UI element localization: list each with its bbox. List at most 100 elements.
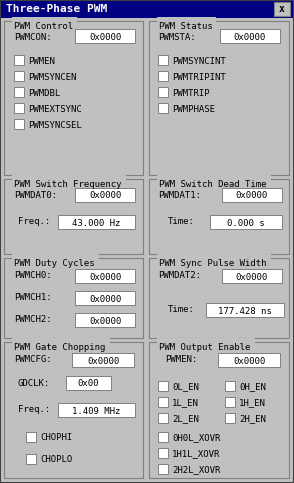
Text: 0x0000: 0x0000 <box>89 32 121 42</box>
Text: x: x <box>279 4 285 14</box>
Text: Time:: Time: <box>168 217 195 227</box>
Bar <box>158 103 168 113</box>
Bar <box>220 29 280 43</box>
Bar <box>222 188 282 202</box>
Bar <box>66 376 111 390</box>
Text: 0x0000: 0x0000 <box>89 295 121 303</box>
Text: PWMCH2:: PWMCH2: <box>14 315 52 325</box>
Bar <box>14 119 24 129</box>
Bar <box>158 55 168 65</box>
Text: 0x0000: 0x0000 <box>233 356 265 366</box>
Text: 177.428 ns: 177.428 ns <box>218 307 272 315</box>
Bar <box>158 464 168 474</box>
Bar <box>72 353 134 367</box>
Text: Time:: Time: <box>168 306 195 314</box>
Text: 1H1L_XOVR: 1H1L_XOVR <box>172 450 220 458</box>
Text: 0x00: 0x00 <box>77 380 99 388</box>
Bar <box>75 269 135 283</box>
Text: PWMDAT2:: PWMDAT2: <box>158 271 201 281</box>
Bar <box>149 179 289 254</box>
Text: 2L_EN: 2L_EN <box>172 414 199 424</box>
Bar <box>158 381 168 391</box>
Text: PWM Output Enable: PWM Output Enable <box>159 343 250 352</box>
Text: 1.409 MHz: 1.409 MHz <box>72 407 120 415</box>
Text: PWMDAT0:: PWMDAT0: <box>14 190 57 199</box>
Text: PWMSYNCSEL: PWMSYNCSEL <box>28 120 82 129</box>
Bar <box>218 353 280 367</box>
Text: 2H2L_XOVR: 2H2L_XOVR <box>172 466 220 474</box>
Text: 1H_EN: 1H_EN <box>239 398 266 408</box>
Text: 1L_EN: 1L_EN <box>172 398 199 408</box>
Text: PWM Status: PWM Status <box>159 22 213 31</box>
Bar <box>158 432 168 442</box>
Text: 0x0000: 0x0000 <box>236 272 268 282</box>
Bar <box>225 413 235 423</box>
Bar <box>12 254 98 263</box>
Text: PWMCH1:: PWMCH1: <box>14 294 52 302</box>
Bar <box>225 397 235 407</box>
Bar <box>4 179 143 254</box>
Text: PWMEN: PWMEN <box>28 57 55 66</box>
Bar <box>149 342 289 478</box>
Bar <box>26 454 36 464</box>
Text: PWMEXTSYNC: PWMEXTSYNC <box>28 104 82 114</box>
Bar <box>158 448 168 458</box>
Text: PWMCH0:: PWMCH0: <box>14 271 52 281</box>
Bar <box>12 17 76 26</box>
Bar <box>158 397 168 407</box>
Text: PWM Sync Pulse Width: PWM Sync Pulse Width <box>159 259 266 268</box>
Text: CHOPLO: CHOPLO <box>40 455 72 465</box>
Text: PWMSTA:: PWMSTA: <box>158 32 196 42</box>
Text: PWMPHASE: PWMPHASE <box>172 104 215 114</box>
Bar <box>58 215 135 229</box>
Bar <box>210 215 282 229</box>
Bar <box>4 258 143 338</box>
Text: 0x0000: 0x0000 <box>89 272 121 282</box>
Bar <box>222 269 282 283</box>
Bar <box>0 0 294 18</box>
Text: PWMCFG:: PWMCFG: <box>14 355 52 365</box>
Bar <box>12 338 109 347</box>
Bar <box>274 2 290 16</box>
Text: PWMTRIP: PWMTRIP <box>172 88 210 98</box>
Bar <box>157 338 255 347</box>
Text: 0x0000: 0x0000 <box>89 316 121 326</box>
Text: Freq.:: Freq.: <box>18 406 50 414</box>
Text: 0x0000: 0x0000 <box>89 191 121 200</box>
Bar <box>4 21 143 175</box>
Bar <box>157 17 216 26</box>
Text: 0L_EN: 0L_EN <box>172 383 199 392</box>
Text: PWMDBL: PWMDBL <box>28 88 60 98</box>
Text: PWM Gate Chopping: PWM Gate Chopping <box>14 343 105 352</box>
Bar <box>14 103 24 113</box>
Text: 0x0000: 0x0000 <box>236 191 268 200</box>
Bar <box>75 291 135 305</box>
Text: PWMTRIPINT: PWMTRIPINT <box>172 72 226 82</box>
Text: Freq.:: Freq.: <box>18 217 50 227</box>
Bar <box>225 381 235 391</box>
Text: PWMEN:: PWMEN: <box>165 355 197 365</box>
Bar <box>14 71 24 81</box>
Text: Three-Phase PWM: Three-Phase PWM <box>6 4 107 14</box>
Text: PWMSYNCEN: PWMSYNCEN <box>28 72 76 82</box>
Text: PWMDAT1:: PWMDAT1: <box>158 190 201 199</box>
Bar <box>75 188 135 202</box>
Bar <box>157 254 271 263</box>
Text: CHOPHI: CHOPHI <box>40 434 72 442</box>
Bar <box>14 55 24 65</box>
Bar <box>149 21 289 175</box>
Text: 0.000 s: 0.000 s <box>227 218 265 227</box>
Text: PWM Switch Frequency: PWM Switch Frequency <box>14 180 121 189</box>
Text: 0x0000: 0x0000 <box>87 356 119 366</box>
Bar <box>75 29 135 43</box>
Bar <box>58 403 135 417</box>
Bar <box>158 87 168 97</box>
Text: 0H_EN: 0H_EN <box>239 383 266 392</box>
Bar <box>158 413 168 423</box>
Text: 0x0000: 0x0000 <box>234 32 266 42</box>
Bar <box>206 303 284 317</box>
Text: 2H_EN: 2H_EN <box>239 414 266 424</box>
Text: 43.000 Hz: 43.000 Hz <box>72 218 120 227</box>
Bar <box>75 313 135 327</box>
Text: PWMCON:: PWMCON: <box>14 32 52 42</box>
